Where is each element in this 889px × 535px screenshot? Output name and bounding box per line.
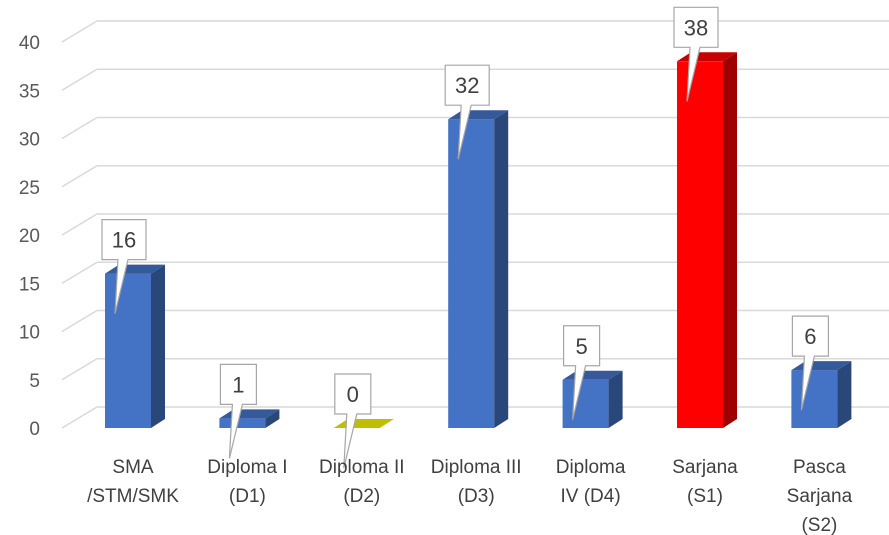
category-label: Diploma II (D2): [319, 457, 405, 507]
gridline-slant: [61, 358, 98, 381]
data-label: 0: [347, 382, 359, 407]
category-label: Diploma I (D1): [207, 457, 287, 507]
bar: [791, 361, 852, 428]
data-label-callout: 6: [791, 315, 829, 411]
data-label: 38: [684, 15, 708, 40]
bar-side: [723, 52, 737, 429]
bar-side: [265, 409, 280, 428]
gridline-slant: [61, 20, 98, 43]
category-label-line: Diploma I: [207, 457, 287, 478]
bar: [105, 264, 165, 428]
bar-top: [333, 419, 394, 428]
category-label-line: Sarjana: [787, 486, 853, 507]
bar: [562, 370, 623, 428]
category-label-line: /STM/SMK: [87, 486, 179, 507]
category-label: Sarjana (S1): [672, 457, 738, 507]
bar: [448, 110, 509, 428]
data-label: 16: [112, 228, 136, 253]
category-label: Pasca Sarjana (S2): [787, 457, 853, 535]
bar-front: [448, 119, 495, 428]
bar: [333, 419, 394, 428]
callout-box: [101, 219, 147, 314]
category-label: Diploma III (D3): [431, 457, 522, 507]
category-label-line: (S1): [687, 486, 723, 507]
y-tick-label: 30: [19, 130, 40, 151]
bar-side: [837, 361, 852, 428]
gridline-slant: [61, 68, 98, 91]
data-label: 6: [804, 324, 816, 349]
data-label-callout: 16: [101, 219, 147, 314]
callout-box: [219, 363, 257, 459]
bar-front: [677, 61, 723, 429]
callout-box: [563, 325, 601, 420]
y-tick-label: 20: [19, 226, 40, 247]
category-label-line: Diploma II: [319, 457, 405, 478]
category-label-line: (S2): [801, 515, 837, 535]
bar-side: [608, 370, 623, 428]
category-label-line: Diploma III: [431, 457, 522, 478]
y-axis-tick-labels: 0 5 10 15 20 25 30 35 40: [19, 33, 40, 440]
gridline-slant: [61, 261, 98, 284]
y-tick-label: 40: [19, 33, 40, 54]
gridline-slant: [61, 213, 98, 236]
gridline-slant: [61, 309, 98, 333]
data-label: 5: [575, 334, 587, 359]
callout-box: [444, 64, 490, 160]
y-tick-label: 0: [29, 419, 40, 440]
callout-box: [334, 373, 372, 469]
gridline-slant: [61, 406, 98, 429]
data-labels: 16 1 0 32 5 38 6: [101, 6, 829, 469]
bar-front: [105, 273, 151, 428]
y-tick-label: 15: [19, 274, 40, 295]
callout-box: [791, 315, 829, 411]
y-tick-label: 25: [19, 178, 40, 199]
bar-front: [219, 418, 266, 428]
bar-side: [494, 110, 509, 428]
category-label-line: (D2): [343, 486, 380, 507]
data-label-callout: 5: [563, 325, 601, 420]
category-label-line: IV (D4): [561, 486, 621, 507]
bar: [219, 409, 280, 428]
bar-front: [791, 370, 838, 428]
bars: [105, 52, 852, 429]
category-label: SMA/STM/SMK: [87, 457, 179, 507]
data-label: 1: [232, 372, 244, 397]
data-label-callout: 38: [673, 6, 719, 102]
gridline-slant: [61, 165, 98, 188]
category-label-line: Diploma: [556, 457, 626, 478]
category-label-line: Sarjana: [672, 457, 738, 478]
category-label-line: (D1): [229, 486, 266, 507]
bar-side: [151, 264, 165, 428]
bar-front: [562, 379, 609, 428]
category-label-line: SMA: [112, 457, 154, 478]
y-tick-label: 35: [19, 81, 40, 102]
gridline-slant: [61, 116, 98, 140]
y-tick-label: 5: [29, 371, 40, 392]
y-tick-label: 10: [19, 323, 40, 344]
category-label-line: Pasca: [793, 457, 846, 478]
bar: [677, 52, 737, 429]
callout-box: [673, 6, 719, 102]
data-label: 32: [455, 73, 479, 98]
category-label-line: (D3): [458, 486, 495, 507]
data-label-callout: 0: [334, 373, 372, 469]
data-label-callout: 1: [219, 363, 257, 459]
category-label: Diploma IV (D4): [556, 457, 626, 507]
data-label-callout: 32: [444, 64, 490, 160]
